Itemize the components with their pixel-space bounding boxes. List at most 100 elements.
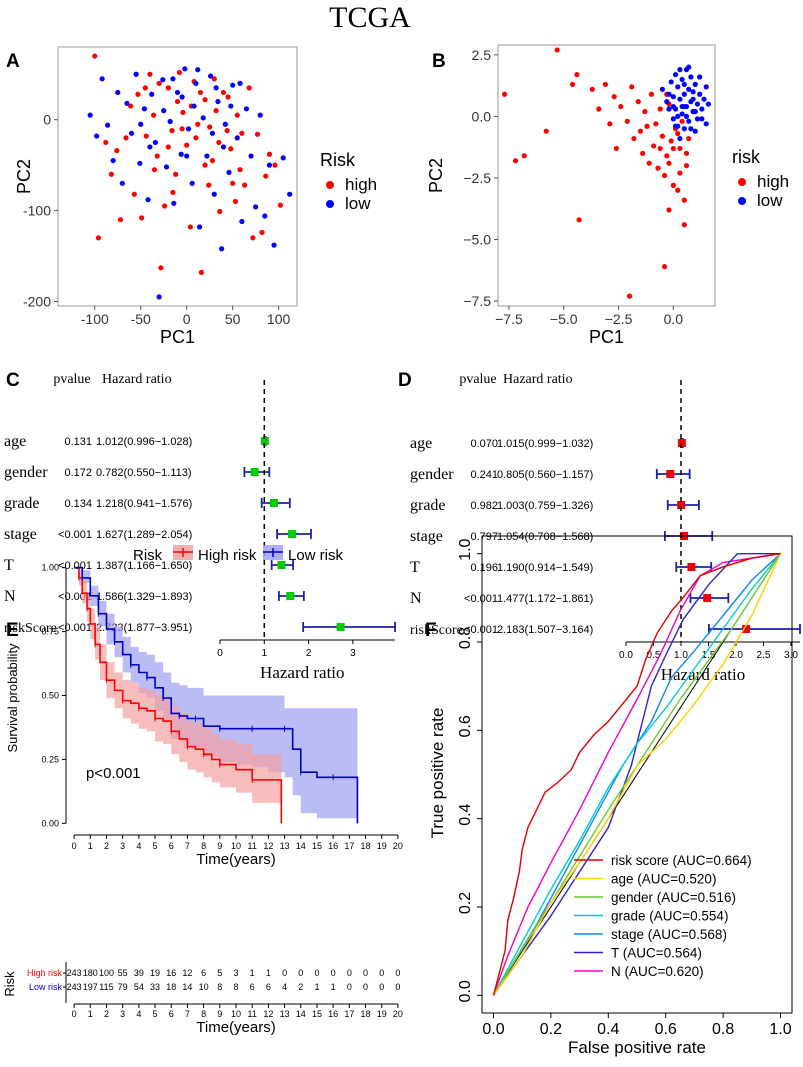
hr-point bbox=[666, 470, 675, 478]
y-tick-label: 0.2 bbox=[457, 892, 474, 914]
scatter-point-low bbox=[119, 180, 125, 186]
x-tick-label: 3 bbox=[350, 648, 356, 659]
risk-table-count: 0 bbox=[314, 968, 319, 978]
confidence-band-low bbox=[74, 567, 358, 824]
x-tick-label: 17 bbox=[344, 841, 354, 851]
scatter-point-low bbox=[193, 80, 199, 86]
risk-table-x-tick-label: 19 bbox=[377, 1009, 387, 1019]
scatter-point-high bbox=[202, 162, 208, 168]
scatter-point-high bbox=[246, 85, 252, 91]
scatter-point-high bbox=[198, 269, 204, 275]
risk-table-count: 1 bbox=[314, 982, 319, 992]
y-tick-label: −5.0 bbox=[463, 232, 491, 248]
scatter-point-high bbox=[173, 171, 179, 177]
scatter-point-high bbox=[681, 222, 687, 228]
scatter-point-low bbox=[141, 106, 148, 112]
scatter-point-high bbox=[512, 158, 519, 164]
x-tick-label: 14 bbox=[296, 841, 306, 851]
risk-table-x-tick-label: 16 bbox=[328, 1009, 338, 1019]
scatter-point-high bbox=[254, 131, 261, 137]
panel-d: pvalue Hazard ratio age 0.070 1.015(0.999−1.… bbox=[398, 370, 801, 684]
scatter-point-high bbox=[165, 144, 171, 150]
scatter-point-low bbox=[179, 94, 185, 100]
row-pvalue: <0.001 bbox=[58, 529, 92, 541]
scatter-point-low bbox=[200, 115, 206, 121]
scatter-point-high bbox=[668, 138, 674, 144]
row-hr-text: 1.477(1.172−1.861) bbox=[497, 593, 593, 605]
survival-curve-high bbox=[74, 566, 283, 824]
scatter-point-high bbox=[224, 128, 230, 134]
legend-title: Risk bbox=[133, 547, 163, 564]
plot-frame bbox=[57, 46, 298, 307]
scatter-point-high bbox=[659, 133, 665, 139]
risk-table-x-tick-label: 7 bbox=[185, 1009, 190, 1019]
scatter-point-low bbox=[171, 200, 177, 206]
risk-table-count: 54 bbox=[134, 982, 144, 992]
hr-point bbox=[269, 499, 278, 507]
scatter-point-high bbox=[543, 128, 549, 134]
scatter-point-low bbox=[152, 139, 159, 146]
scatter-point-high bbox=[207, 124, 213, 130]
x-tick-label: 2 bbox=[104, 841, 109, 851]
risk-table-row-label: Low risk bbox=[29, 982, 63, 992]
panel-letter: E bbox=[6, 620, 19, 641]
legend-marker bbox=[326, 200, 334, 208]
scatter-point-low bbox=[699, 106, 705, 112]
risk-table-count: 0 bbox=[331, 968, 336, 978]
x-tick-label: 12 bbox=[263, 841, 273, 851]
scatter-point-low bbox=[705, 101, 712, 107]
scatter-point-low bbox=[204, 153, 210, 159]
hr-point bbox=[250, 468, 259, 476]
scatter-point-high bbox=[644, 123, 650, 129]
row-pvalue: 0.070 bbox=[470, 438, 498, 450]
survival-curve-low bbox=[74, 566, 359, 824]
x-tick-label: 7 bbox=[185, 841, 190, 851]
x-tick-label: 8 bbox=[201, 841, 206, 851]
row-hr-text: 2.183(1.507−3.164) bbox=[497, 624, 593, 636]
scatter-point-low bbox=[87, 112, 93, 118]
legend-marker bbox=[326, 181, 334, 189]
scatter-point-high bbox=[607, 121, 613, 127]
roc-curve bbox=[492, 553, 782, 996]
risk-table-x-tick-label: 15 bbox=[312, 1009, 322, 1019]
scatter-point-low bbox=[196, 224, 203, 230]
y-tick-label: 0.50 bbox=[41, 691, 59, 701]
scatter-point-low bbox=[666, 91, 672, 97]
x-tick-label: 4 bbox=[136, 841, 141, 851]
y-tick-label: 0.00 bbox=[41, 818, 59, 828]
row-pvalue: 0.241 bbox=[470, 469, 498, 481]
scatter-point-high bbox=[259, 229, 265, 235]
panel-c: pvalue Hazard ratio age 0.131 1.012(0.996−1.… bbox=[4, 370, 396, 682]
legend-label: High risk bbox=[198, 547, 257, 564]
scatter-point-low bbox=[189, 180, 195, 186]
y-tick-label: 1.0 bbox=[457, 538, 474, 560]
scatter-point-low bbox=[174, 89, 181, 96]
scatter-point-low bbox=[681, 126, 687, 132]
row-pvalue: 0.134 bbox=[64, 498, 92, 510]
x-tick-label: 1.0 bbox=[769, 1021, 791, 1038]
row-name: stage bbox=[410, 528, 443, 545]
scatter-point-low bbox=[703, 84, 709, 90]
risk-table-count: 0 bbox=[347, 982, 352, 992]
x-tick-label: 1.0 bbox=[674, 650, 688, 661]
legend-label: age (AUC=0.520) bbox=[611, 872, 716, 887]
scatter-point-high bbox=[657, 106, 663, 112]
legend-label: risk score (AUC=0.664) bbox=[611, 853, 752, 868]
scatter-point-low bbox=[133, 71, 139, 77]
scatter-point-high bbox=[646, 160, 652, 166]
hr-point bbox=[288, 530, 297, 538]
risk-table-count: 243 bbox=[67, 982, 82, 992]
x-tick-label: 2.5 bbox=[757, 650, 771, 661]
x-tick-label: 16 bbox=[328, 841, 338, 851]
scatter-point-low bbox=[692, 108, 698, 115]
y-tick-label: 0.0 bbox=[472, 108, 492, 124]
panel-letter: A bbox=[6, 51, 20, 72]
y-tick-label: 0.4 bbox=[457, 803, 474, 825]
legend-label: high bbox=[757, 172, 789, 191]
confidence-band-high bbox=[74, 567, 282, 824]
scatter-point-high bbox=[202, 97, 208, 103]
scatter-point-high bbox=[574, 71, 580, 78]
scatter-point-low bbox=[672, 123, 679, 129]
risk-table-x-tick-label: 12 bbox=[263, 1009, 273, 1019]
